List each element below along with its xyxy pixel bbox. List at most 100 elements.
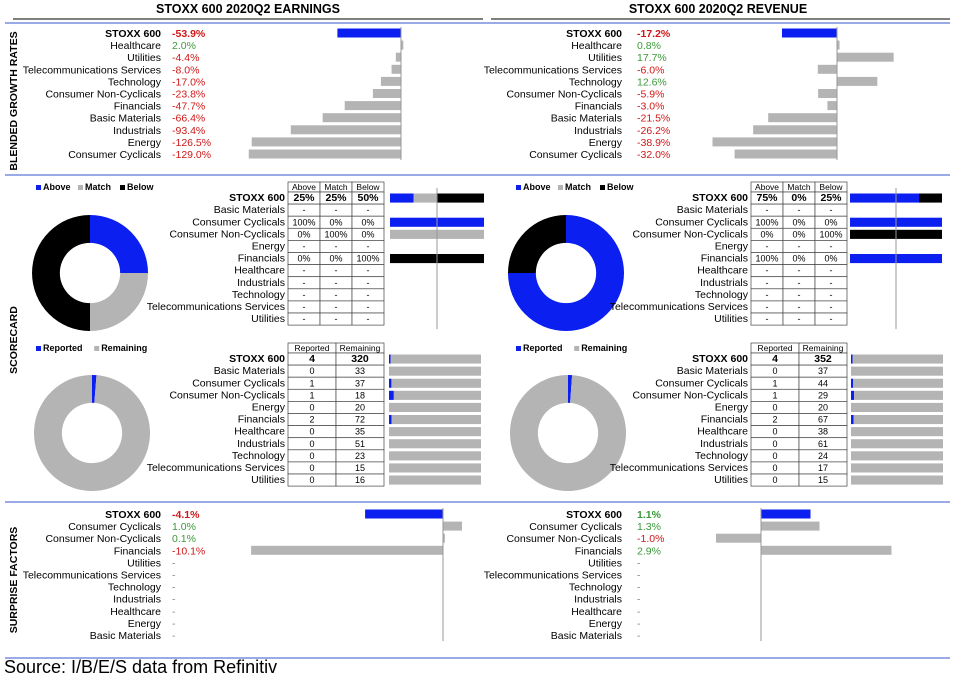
growth-earnings-category-label: Consumer Non-Cyclicals [45,89,161,101]
reported-table-earnings-cell-value: 20 [355,403,365,413]
scorecard-table-earnings-cell-value: 0% [297,254,310,264]
surprise-revenue-category-label: Technology [569,582,623,594]
growth-earnings-category-label: STOXX 600 [105,28,161,40]
surprise-earnings-bar [443,533,445,543]
reported-table-earnings-row-label: Basic Materials [214,365,285,377]
scorecard-table-earnings-cell [351,312,385,326]
scorecard-table-revenue-cell-value: 0% [792,229,805,239]
scorecard-table-revenue-cell-value: 75% [756,192,778,204]
reported-table-revenue-cell-value: 67 [818,415,828,425]
reported-table-revenue-bar-remaining [851,463,943,473]
scorecard-table-revenue-cell-value: - [798,314,801,324]
reported-donut-revenue-legend-label: Remaining [581,343,627,353]
reported-table-earnings-bar-remaining [389,439,481,449]
reported-table-earnings-bar-remaining [389,451,481,461]
scorecard-table-earnings-cell-value: 100% [356,254,379,264]
reported-table-earnings-cell-value: 0 [309,366,314,376]
reported-donut-earnings-legend-swatch [36,346,41,351]
reported-table-earnings-cell-value: 0 [309,403,314,413]
reported-donut-earnings-legend-swatch [94,346,100,351]
reported-table-revenue-row-label: Basic Materials [677,365,748,377]
reported-table-earnings-cell-value: 0 [309,427,314,437]
scorecard-table-earnings-cell-value: - [367,266,370,276]
surprise-earnings-category-label: Industrials [113,594,161,606]
scorecard-table-earnings-cell-value: - [303,290,306,300]
reported-donut-earnings-slice-reported [92,375,97,403]
surprise-revenue-value-label: 1.1% [637,509,662,521]
scorecard-table-revenue-cell-value: - [830,205,833,215]
growth-revenue-category-label: Industrials [574,125,622,137]
reported-table-earnings-cell-value: 0 [309,475,314,485]
scorecard-table-revenue-row-label: Utilities [714,313,748,325]
scorecard-table-revenue-row-label: Basic Materials [677,204,748,216]
reported-table-earnings-bar-reported [389,415,392,425]
reported-table-earnings-bar-remaining [389,402,481,412]
surprise-revenue-value-label: - [637,630,641,642]
reported-donut-revenue-slice-remaining [510,375,626,491]
scorecard-table-earnings-header-label: Above [292,182,316,192]
reported-donut-revenue-legend-swatch [516,346,521,351]
scorecard-table-revenue-cell-value: - [798,205,801,215]
reported-table-earnings-row-label: Technology [232,450,286,462]
scorecard-table-revenue-cell-value: - [798,266,801,276]
reported-table-earnings-cell-value: 0 [309,451,314,461]
scorecard-table-earnings-cell-value: - [303,266,306,276]
reported-table-revenue-cell-value: 17 [818,463,828,473]
surprise-earnings-bar [251,545,443,555]
reported-table-earnings-cell [335,473,385,487]
surprise-earnings-bar [365,509,443,519]
reported-table-revenue-cell-value: 0 [772,427,777,437]
reported-donut-revenue-legend-label: Reported [523,343,563,353]
reported-table-revenue-row-label: Technology [695,450,749,462]
growth-revenue-bar [817,64,837,74]
scorecard-donut-revenue-legend-swatch [558,185,563,190]
scorecard-table-earnings-cell-value: 0% [329,217,342,227]
scorecard-table-earnings-cell-value: - [335,302,338,312]
reported-table-revenue-cell-value: 0 [772,366,777,376]
surprise-earnings-category-label: Basic Materials [90,630,161,642]
growth-revenue-value-label: -32.0% [637,149,670,161]
reported-table-revenue-bar-reported [851,390,855,400]
scorecard-table-revenue-row-label: Consumer Non-Cyclicals [632,228,748,240]
scorecard-table-earnings-cell-value: - [367,205,370,215]
scorecard-table-earnings-row-label: Telecommunications Services [147,301,285,313]
scorecard-table-revenue-header-label: Below [819,182,843,192]
growth-revenue-bar [827,101,837,111]
growth-revenue-category-label: Consumer Cyclicals [529,149,622,161]
reported-table-earnings-cell-value: 51 [355,439,365,449]
scorecard-table-earnings-bar-segment [390,193,414,203]
surprise-revenue-category-label: Consumer Cyclicals [529,521,622,533]
scorecard-table-earnings-cell-value: 0% [361,229,374,239]
scorecard-donut-revenue-legend-swatch [600,185,605,190]
reported-table-earnings-cell-value: 37 [355,378,365,388]
reported-table-revenue-row-label: Consumer Cyclicals [655,377,748,389]
title-revenue: STOXX 600 2020Q2 REVENUE [629,2,807,16]
growth-earnings-bar [344,101,401,111]
growth-revenue-value-label: -26.2% [637,125,670,137]
scorecard-table-earnings-cell-value: - [367,290,370,300]
scorecard-table-earnings-row-label: Consumer Cyclicals [192,216,285,228]
scorecard-table-earnings-row-label: STOXX 600 [229,192,285,204]
growth-earnings-value-label: -17.0% [172,76,205,88]
surprise-revenue-category-label: Basic Materials [551,630,622,642]
scorecard-donut-earnings-legend-label: Above [43,182,71,192]
surprise-earnings-category-label: Consumer Non-Cyclicals [45,533,161,545]
surprise-earnings-value-label: - [172,606,176,618]
scorecard-donut-earnings-legend-label: Match [85,182,111,192]
reported-table-revenue-cell-value: 20 [818,403,828,413]
reported-table-earnings-cell-value: 1 [309,390,314,400]
growth-earnings-value-label: -4.4% [172,52,199,64]
scorecard-table-earnings-row-label: Financials [238,253,285,265]
reported-table-earnings-row-label: Telecommunications Services [147,462,285,474]
scorecard-table-earnings-cell-value: 0% [297,229,310,239]
reported-donut-earnings-legend-label: Reported [43,343,83,353]
scorecard-table-earnings-cell-value: - [303,205,306,215]
scorecard-table-revenue-cell-value: - [830,242,833,252]
surprise-revenue-value-label: 2.9% [637,545,661,557]
reported-table-revenue-cell-value: 1 [772,390,777,400]
reported-table-earnings-row-label: Healthcare [234,426,285,438]
growth-revenue-value-label: 0.8% [637,40,661,52]
reported-table-revenue-header-label: Reported [758,343,793,353]
scorecard-table-revenue-cell-value: 0% [760,229,773,239]
scorecard-table-earnings-cell-value: 0% [329,254,342,264]
